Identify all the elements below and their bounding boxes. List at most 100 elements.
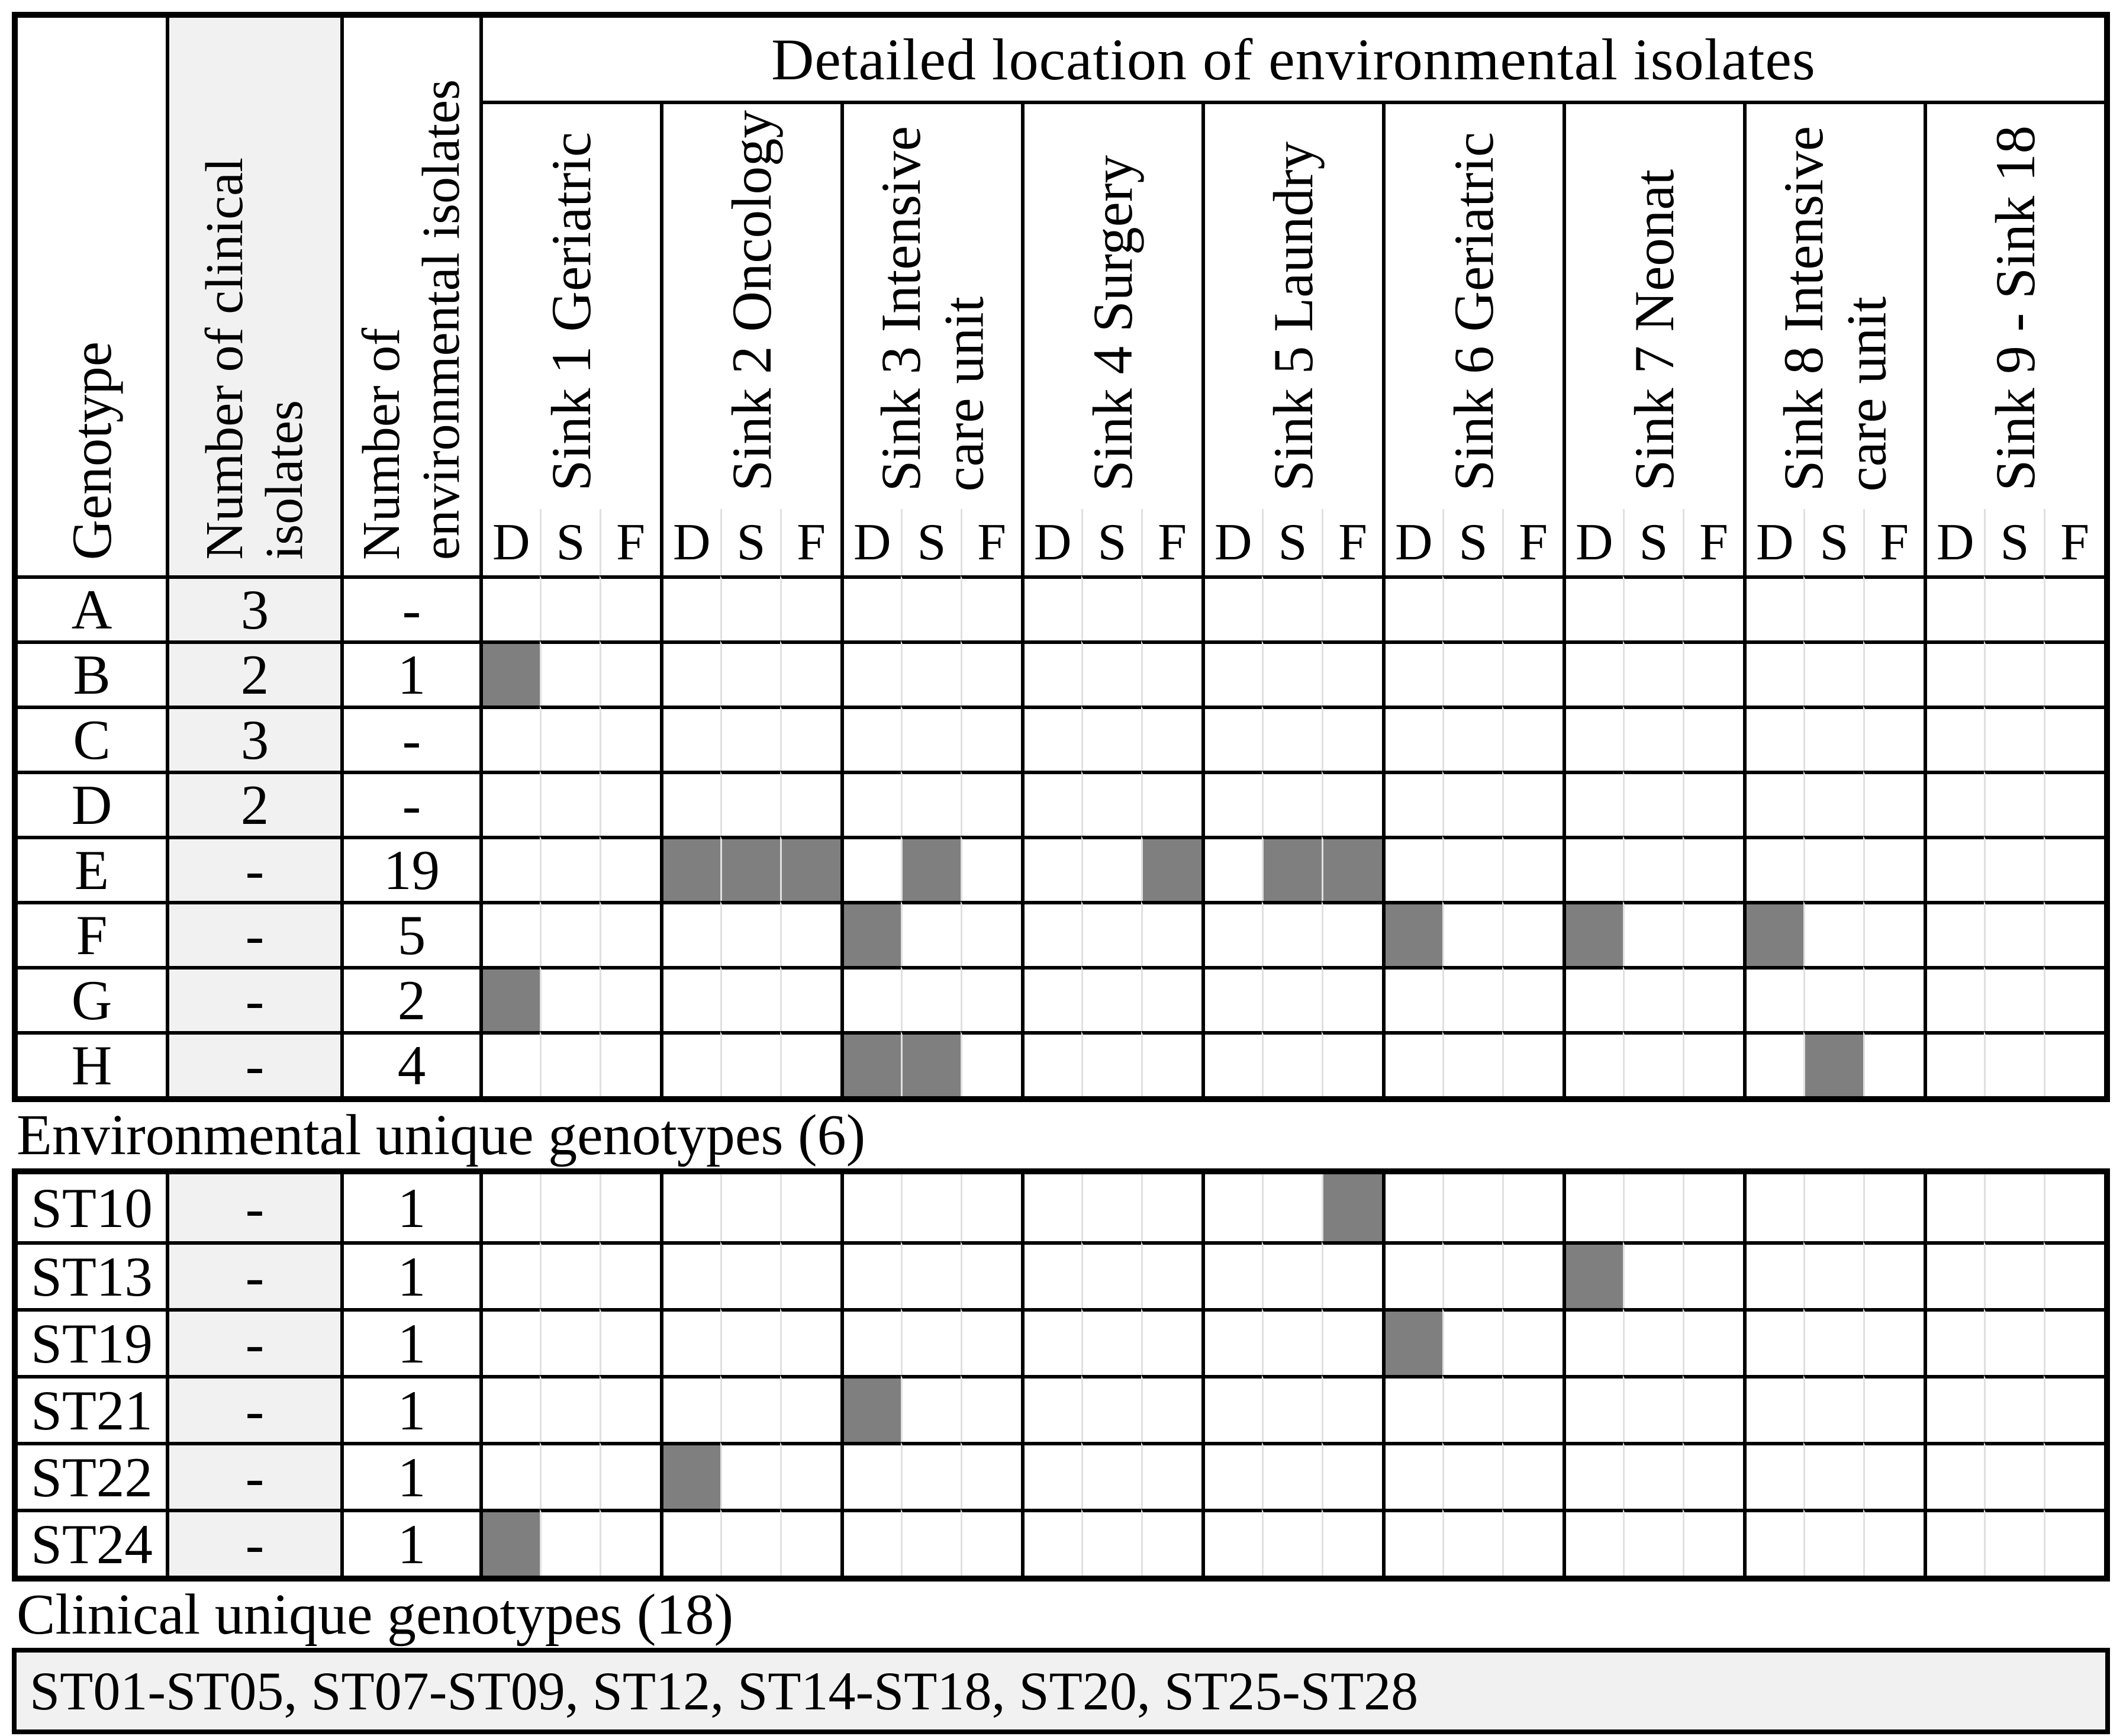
site-cell xyxy=(961,1174,1021,1241)
site-cell xyxy=(1863,1031,1924,1096)
site-cell xyxy=(1020,1241,1081,1308)
sink-header: Sink 9 - Sink 18 xyxy=(1923,101,2104,509)
site-cell xyxy=(1502,1375,1563,1442)
site-cell xyxy=(600,1308,660,1375)
site-cell xyxy=(1081,706,1142,771)
site-cell xyxy=(1923,1308,1984,1375)
site-cell xyxy=(1261,1031,1322,1096)
site-cell xyxy=(1081,836,1142,901)
site-letter-header: F xyxy=(1502,509,1563,575)
site-cell xyxy=(600,966,660,1031)
site-cell xyxy=(1081,1509,1142,1576)
site-cell xyxy=(539,771,600,836)
site-cell xyxy=(1502,640,1563,706)
sink-header: Sink 2 Oncology xyxy=(659,101,840,509)
site-cell xyxy=(1863,966,1924,1031)
site-cell xyxy=(1201,1308,1262,1375)
site-cell xyxy=(1863,1509,1924,1576)
site-cell xyxy=(1742,836,1803,901)
site-cell xyxy=(539,1241,600,1308)
site-cell xyxy=(720,1308,781,1375)
site-cell xyxy=(780,1509,840,1576)
genotype-cell: D xyxy=(18,771,166,836)
site-cell xyxy=(780,640,840,706)
site-cell xyxy=(1622,640,1683,706)
site-cell xyxy=(1622,1375,1683,1442)
site-letter-header: S xyxy=(720,509,781,575)
site-cell xyxy=(1081,1174,1142,1241)
site-cell xyxy=(1322,1308,1382,1375)
site-cell xyxy=(1322,1442,1382,1509)
site-cell xyxy=(2044,1174,2104,1241)
environmental-column-header: Number of environmental isolates xyxy=(340,18,479,575)
site-cell-filled xyxy=(1261,836,1322,901)
site-cell xyxy=(1683,1174,1743,1241)
site-cell xyxy=(840,640,901,706)
genotype-cell: ST22 xyxy=(18,1442,166,1509)
site-cell xyxy=(720,575,781,640)
environmental-count-cell: 1 xyxy=(340,1241,479,1308)
clinical-count-cell: 2 xyxy=(166,640,340,706)
site-cell xyxy=(1562,575,1623,640)
site-cell xyxy=(1020,966,1081,1031)
site-cell xyxy=(479,771,540,836)
environmental-count-cell: - xyxy=(340,771,479,836)
site-cell xyxy=(539,966,600,1031)
site-cell xyxy=(1562,706,1623,771)
clinical-count-cell: - xyxy=(166,1031,340,1096)
site-cell xyxy=(1622,1174,1683,1241)
section-label-environmental-unique: Environmental unique genotypes (6) xyxy=(17,1103,866,1167)
site-cell xyxy=(1141,966,1201,1031)
site-cell xyxy=(600,1375,660,1442)
site-cell xyxy=(1562,1375,1623,1442)
site-cell xyxy=(720,901,781,966)
site-letter-header: D xyxy=(659,509,720,575)
site-cell xyxy=(600,771,660,836)
site-cell xyxy=(600,706,660,771)
site-cell xyxy=(1803,966,1864,1031)
site-cell xyxy=(1081,1308,1142,1375)
site-cell xyxy=(1803,1375,1864,1442)
genotype-cell: ST21 xyxy=(18,1375,166,1442)
site-cell xyxy=(1742,1509,1803,1576)
site-cell xyxy=(961,836,1021,901)
site-cell xyxy=(961,901,1021,966)
site-cell xyxy=(1923,1241,1984,1308)
site-cell xyxy=(720,966,781,1031)
site-cell xyxy=(1502,966,1563,1031)
site-cell xyxy=(1442,1308,1503,1375)
site-cell xyxy=(1141,1174,1201,1241)
site-cell xyxy=(2044,1442,2104,1509)
clinical-count-cell: 2 xyxy=(166,771,340,836)
site-cell xyxy=(1141,706,1201,771)
site-cell xyxy=(600,1509,660,1576)
site-cell xyxy=(659,640,720,706)
site-cell xyxy=(1201,1031,1262,1096)
site-cell xyxy=(961,640,1021,706)
site-cell xyxy=(1803,706,1864,771)
site-cell-filled xyxy=(1322,1174,1382,1241)
site-cell xyxy=(720,640,781,706)
site-cell xyxy=(1081,1241,1142,1308)
site-cell xyxy=(1201,966,1262,1031)
site-cell xyxy=(1322,706,1382,771)
site-cell xyxy=(780,575,840,640)
site-cell xyxy=(659,1308,720,1375)
clinical-count-cell: - xyxy=(166,1308,340,1375)
site-cell xyxy=(1442,901,1503,966)
site-cell xyxy=(1923,1442,1984,1509)
clinical-count-cell: - xyxy=(166,1375,340,1442)
sink-header: Sink 1 Geriatric xyxy=(479,101,660,509)
site-cell xyxy=(1322,901,1382,966)
site-cell xyxy=(479,575,540,640)
site-cell xyxy=(1081,771,1142,836)
site-cell xyxy=(1381,706,1442,771)
site-letter-header: F xyxy=(2044,509,2104,575)
site-letter-header: F xyxy=(961,509,1021,575)
site-cell xyxy=(659,706,720,771)
site-cell xyxy=(2044,1308,2104,1375)
site-cell xyxy=(1803,1442,1864,1509)
site-cell xyxy=(840,706,901,771)
site-cell xyxy=(479,836,540,901)
site-cell xyxy=(1742,706,1803,771)
